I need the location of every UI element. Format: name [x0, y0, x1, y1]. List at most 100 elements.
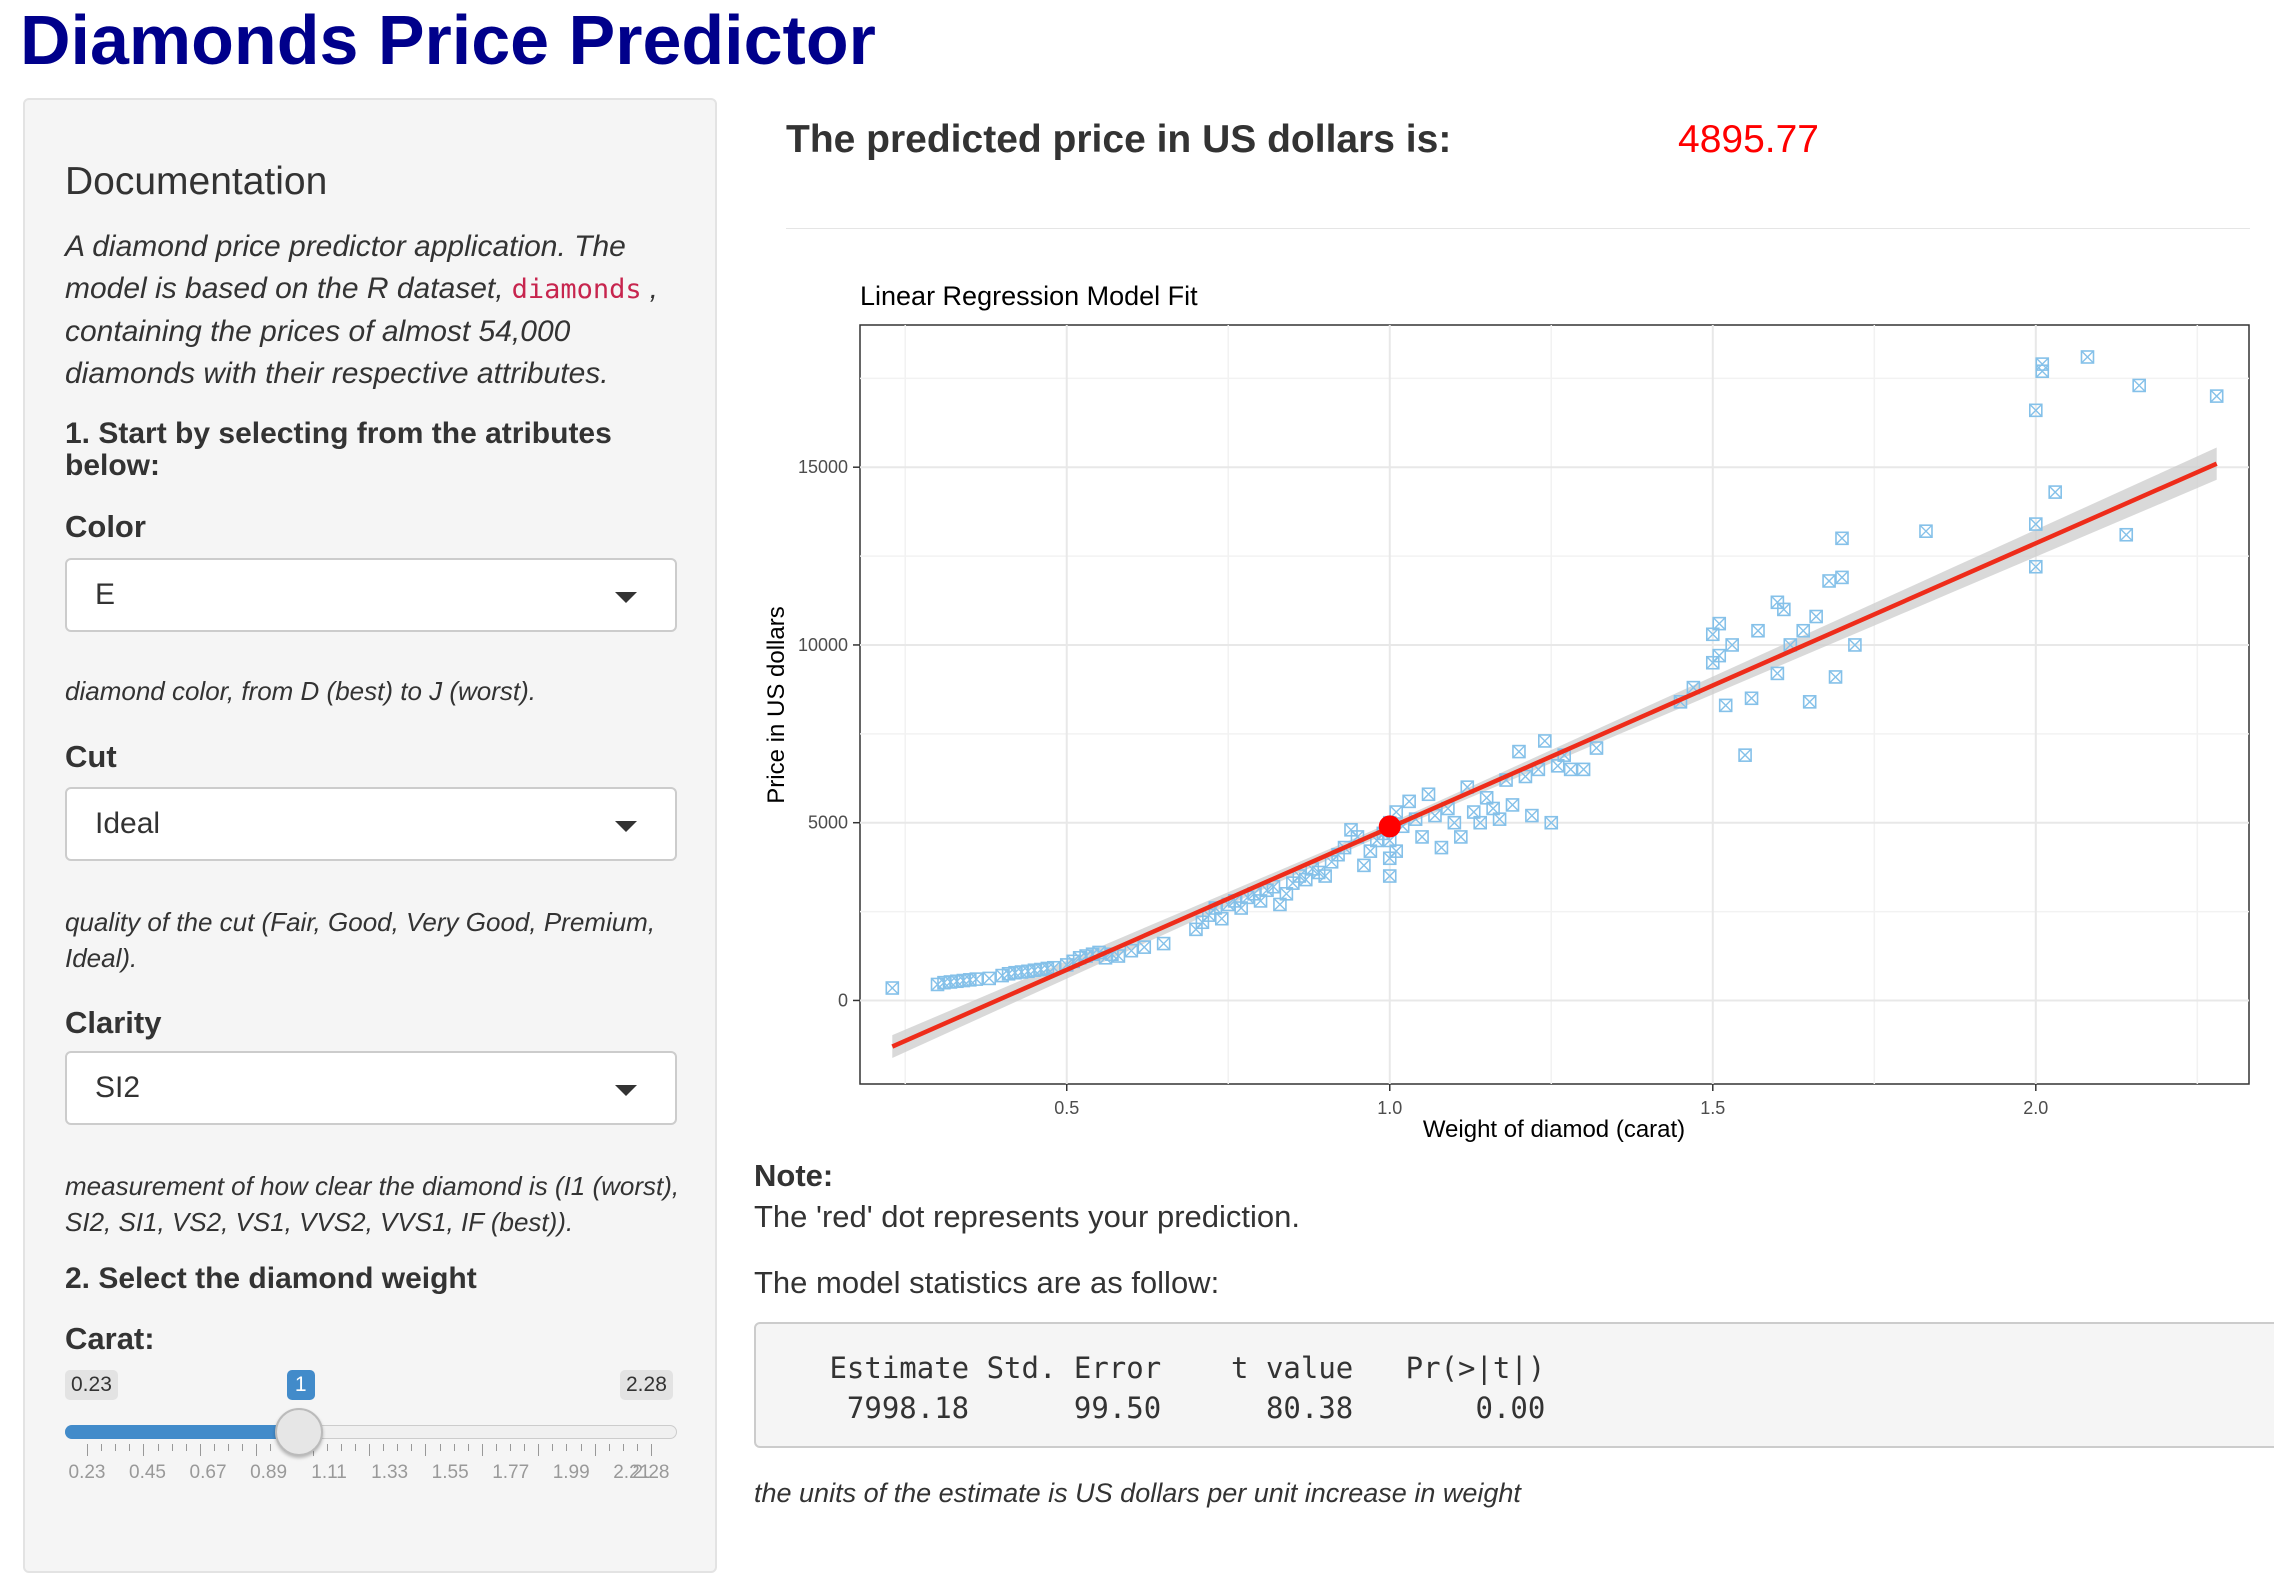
data-point [969, 972, 984, 986]
slider-tick [552, 1444, 554, 1451]
stats-title: The model statistics are as follow: [754, 1265, 1220, 1300]
data-point-box [982, 971, 997, 986]
data-point [1718, 698, 1733, 713]
data-point-box [1382, 869, 1397, 883]
doc-desc-text: A diamond price predictor application. T… [65, 230, 626, 305]
data-point [1137, 940, 1152, 954]
data-point-box [1835, 531, 1849, 546]
slider-tick [439, 1444, 441, 1451]
slider-tick [608, 1444, 610, 1451]
data-point-box [1415, 830, 1429, 844]
data-point-cross [1247, 887, 1261, 901]
slider-tick [636, 1444, 638, 1451]
data-point-cross [2048, 485, 2062, 499]
data-point-cross [1829, 670, 1843, 684]
slider-min-label: 0.23 [65, 1370, 118, 1400]
data-point-cross [1402, 794, 1416, 808]
x-axis-label: Weight of diamod (carat) [1423, 1116, 1685, 1143]
data-point-cross [1835, 531, 1849, 545]
y-tick-label: 15000 [798, 457, 848, 477]
data-point-box [1770, 666, 1785, 681]
prediction-value: 4895.77 [1678, 118, 1819, 161]
data-point-box [1802, 695, 1817, 709]
model-stats-box: Estimate Std. Error t value Pr(>|t|) 799… [754, 1322, 2274, 1448]
data-point [1389, 844, 1404, 858]
data-point-cross [1719, 698, 1733, 712]
data-point [1822, 574, 1836, 588]
slider-tick [369, 1444, 370, 1456]
data-point-box [1822, 574, 1836, 588]
data-point-cross [1157, 937, 1171, 951]
color-select[interactable]: E [65, 558, 677, 632]
data-point [1544, 815, 1559, 830]
data-point-cross [1770, 666, 1784, 680]
cut-select[interactable]: Ideal [65, 787, 677, 861]
data-point-box [1505, 798, 1520, 812]
data-point-box [2029, 403, 2043, 418]
data-point-cross [1783, 638, 1797, 652]
data-point-box [2035, 364, 2050, 379]
data-point [1770, 666, 1785, 681]
data-point-cross [1835, 570, 1849, 584]
data-point [2080, 350, 2095, 364]
data-point [1563, 762, 1578, 777]
data-point-cross [1712, 617, 1726, 631]
slider-tick [256, 1444, 258, 1456]
slider-tick [651, 1444, 652, 1456]
slider-tick-label: 2.28 [632, 1462, 670, 1483]
slider-tick [594, 1444, 596, 1456]
data-point-cross [1447, 816, 1461, 830]
data-point-box [1563, 762, 1578, 777]
data-point-box [1544, 815, 1559, 830]
x-tick-label: 0.5 [1054, 1098, 1079, 1118]
data-point-box [1725, 638, 1739, 652]
data-point-cross [1215, 912, 1229, 926]
carat-slider-handle[interactable] [274, 1408, 323, 1456]
data-point [1357, 858, 1371, 873]
slider-tick [87, 1444, 88, 1456]
slider-tick-label: 1.11 [311, 1462, 347, 1483]
data-point-cross [1725, 638, 1739, 652]
slider-tick [326, 1444, 328, 1451]
data-point [1473, 815, 1488, 830]
data-point [1454, 830, 1468, 844]
data-point [1214, 911, 1229, 926]
data-point [1802, 695, 1817, 709]
data-point-box [1492, 812, 1507, 826]
data-point-box [2048, 485, 2062, 499]
data-point [1744, 691, 1759, 706]
data-point-cross [1047, 961, 1061, 975]
slider-tick-label: 0.67 [189, 1462, 227, 1483]
data-point-box [1809, 609, 1823, 624]
data-point-box [1835, 570, 1849, 585]
slider-tick [453, 1444, 455, 1451]
data-point-cross [2029, 517, 2043, 531]
data-point [2029, 559, 2043, 574]
data-point-cross [1919, 524, 1933, 538]
data-point [1712, 648, 1727, 663]
clarity-label: Clarity [65, 1005, 162, 1040]
data-point-box [1777, 602, 1791, 617]
data-point [1835, 570, 1849, 585]
x-tick-label: 2.0 [2023, 1098, 2048, 1118]
y-tick-label: 0 [838, 990, 848, 1010]
x-tick-label: 1.0 [1377, 1098, 1402, 1118]
data-point-cross [885, 981, 899, 995]
prediction-dot [1378, 815, 1401, 838]
data-point-cross [1389, 844, 1403, 858]
data-point-cross [2210, 389, 2224, 403]
data-point-box [1447, 815, 1462, 830]
data-point-cross [1506, 798, 1520, 812]
data-point-cross [982, 971, 996, 985]
clarity-select[interactable]: SI2 [65, 1051, 677, 1125]
data-point-cross [1712, 649, 1726, 663]
data-point-cross [1738, 748, 1752, 762]
documentation-description: A diamond price predictor application. T… [65, 226, 705, 395]
data-point-box [1389, 844, 1404, 858]
y-tick-label: 5000 [808, 813, 848, 833]
slider-tick [340, 1444, 342, 1451]
slider-tick-label: 0.45 [129, 1462, 167, 1483]
data-point [1525, 808, 1539, 823]
data-point [2035, 357, 2050, 371]
data-point-cross [1480, 791, 1494, 805]
